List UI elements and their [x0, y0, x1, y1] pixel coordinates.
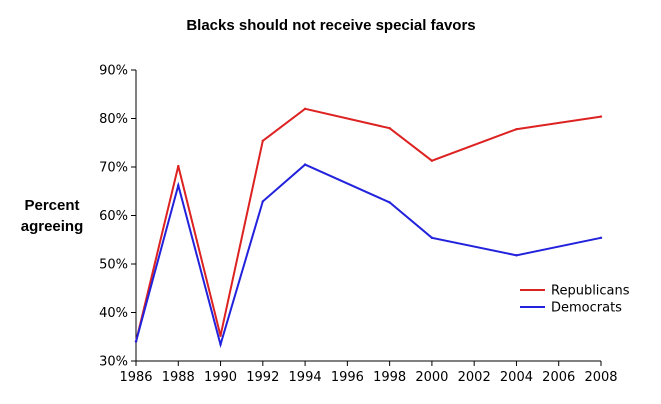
- x-tick-label: 1990: [204, 370, 237, 385]
- data-point-republicans: [388, 127, 391, 130]
- legend-label-democrats: Democrats: [551, 301, 622, 316]
- x-tick-label: 2008: [584, 370, 617, 385]
- series-line-democrats: [135, 163, 602, 349]
- data-point-democrats: [515, 254, 518, 257]
- data-point-republicans: [599, 115, 603, 118]
- x-tick-label: 2006: [542, 370, 575, 385]
- y-tick-label: 30%: [99, 355, 128, 370]
- chart-title: Blacks should not receive special favors: [186, 17, 475, 34]
- data-point-republicans: [261, 139, 265, 143]
- y-axis-label-line-2: agreeing: [21, 218, 84, 235]
- data-point-democrats: [219, 343, 222, 346]
- x-tick-label: 2002: [458, 370, 491, 385]
- data-point-republicans: [430, 159, 434, 162]
- data-point-republicans: [515, 127, 518, 131]
- legend-label-republicans: Republicans: [551, 284, 630, 299]
- data-point-democrats: [261, 200, 265, 203]
- x-tick-label: 1998: [373, 370, 406, 385]
- y-axis-label-line-1: Percent: [24, 197, 79, 214]
- y-tick-label: 40%: [99, 306, 128, 321]
- data-point-democrats: [303, 163, 307, 166]
- data-point-democrats: [177, 184, 180, 187]
- data-point-republicans: [303, 107, 307, 111]
- x-tick-label: 1996: [331, 370, 364, 385]
- y-tick-label: 90%: [99, 64, 128, 79]
- x-tick-label: 2004: [500, 370, 533, 385]
- data-point-democrats: [388, 201, 391, 204]
- data-point-republicans: [177, 164, 180, 168]
- x-tick-label: 2000: [415, 370, 448, 385]
- x-tick-label: 1986: [119, 370, 152, 385]
- x-tick-label: 1992: [246, 370, 279, 385]
- data-point-democrats: [430, 236, 434, 240]
- x-tick-label: 1994: [289, 370, 322, 385]
- y-tick-label: 80%: [99, 112, 128, 127]
- y-tick-label: 60%: [99, 209, 128, 224]
- data-point-democrats: [134, 340, 138, 343]
- legend: Republicans Democrats: [520, 284, 630, 316]
- axes: 30% 40% 50% 60% 70% 80% 90% 1986 1988 1990 1992 199…: [99, 64, 617, 386]
- data-point-democrats: [599, 236, 603, 240]
- y-tick-label: 70%: [99, 161, 128, 176]
- series-layer: [134, 107, 603, 349]
- y-tick-label: 50%: [99, 258, 128, 273]
- x-tick-label: 1988: [162, 370, 195, 385]
- data-point-republicans: [219, 334, 222, 337]
